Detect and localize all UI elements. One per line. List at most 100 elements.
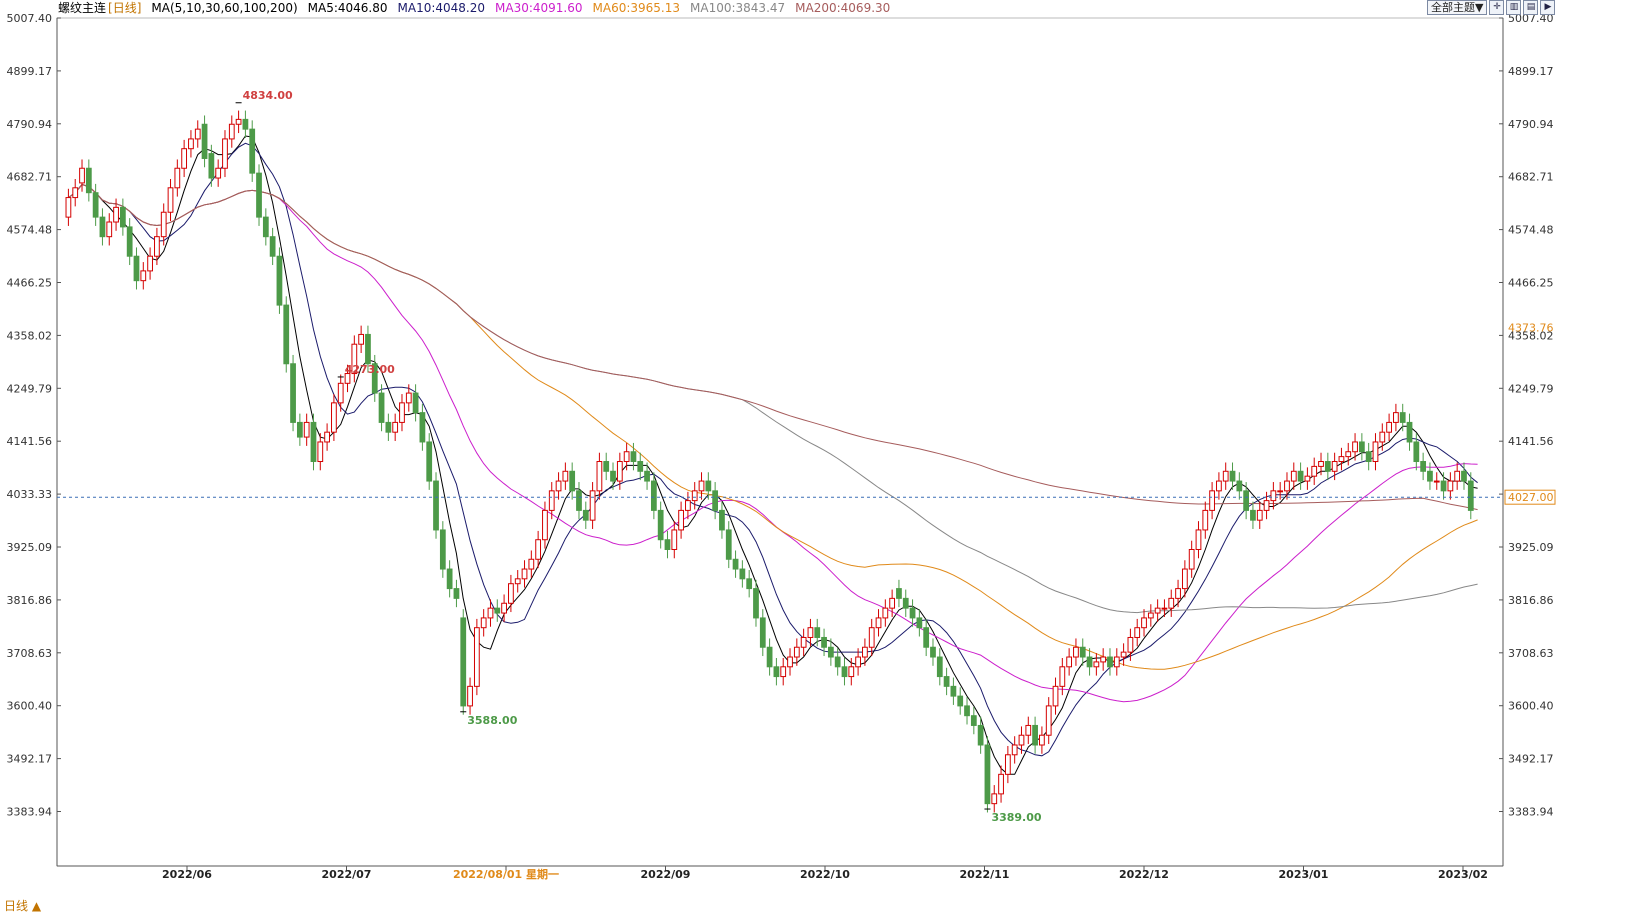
candle-body[interactable] [1304, 475, 1311, 482]
candle-body[interactable] [439, 529, 446, 570]
candle-body[interactable] [1372, 441, 1379, 463]
candle-body[interactable] [1467, 480, 1474, 511]
candle-body[interactable] [759, 617, 766, 648]
candle-body[interactable] [766, 646, 773, 668]
candle-body[interactable] [739, 568, 746, 580]
candle-body[interactable] [1433, 480, 1440, 483]
candle-body[interactable] [1284, 480, 1290, 492]
candle-body[interactable] [426, 441, 433, 482]
candle-body[interactable] [412, 392, 419, 414]
candle-body[interactable] [576, 490, 582, 511]
candle-body[interactable] [977, 724, 984, 746]
candle-body[interactable] [1018, 734, 1025, 746]
candle-body[interactable] [773, 666, 780, 678]
candle-body[interactable] [535, 539, 542, 560]
candle-body[interactable] [1216, 480, 1222, 492]
scroll-right-icon[interactable]: ▶ [1540, 0, 1556, 15]
candle-body[interactable] [1202, 509, 1209, 531]
candle-body[interactable] [1358, 441, 1365, 453]
candle-body[interactable] [582, 509, 589, 521]
candle-body[interactable] [460, 617, 467, 707]
candle-body[interactable] [542, 509, 548, 541]
candle-body[interactable] [821, 636, 827, 648]
candle-body[interactable] [1454, 470, 1461, 482]
candle-body[interactable] [1175, 588, 1181, 599]
candle-body[interactable] [133, 255, 140, 282]
candle-body[interactable] [399, 402, 405, 423]
candle-body[interactable] [249, 128, 256, 174]
candle-body[interactable] [290, 363, 296, 423]
candle-body[interactable] [501, 602, 507, 614]
candle-body[interactable] [678, 509, 684, 531]
candle-body[interactable] [1073, 646, 1079, 658]
candle-body[interactable] [1222, 470, 1229, 482]
candle-body[interactable] [119, 206, 126, 228]
candle-body[interactable] [950, 685, 957, 697]
candle-body[interactable] [1181, 568, 1188, 590]
candle-body[interactable] [882, 607, 889, 619]
candle-body[interactable] [140, 270, 147, 282]
candle-body[interactable] [875, 617, 882, 629]
candle-body[interactable] [712, 490, 719, 511]
candle-body[interactable] [909, 607, 916, 619]
candle-body[interactable] [787, 656, 793, 668]
candle-body[interactable] [174, 167, 181, 189]
candle-body[interactable] [514, 578, 521, 585]
candle-body[interactable] [610, 470, 616, 482]
candle-body[interactable] [1393, 412, 1399, 423]
candle-body[interactable] [725, 529, 732, 560]
candle-body[interactable] [1209, 490, 1215, 511]
candle-body[interactable] [296, 421, 303, 438]
candle-body[interactable] [868, 627, 875, 648]
candle-body[interactable] [1107, 656, 1113, 668]
candle-body[interactable] [106, 221, 113, 238]
candle-body[interactable] [1195, 529, 1202, 550]
candle-body[interactable] [1039, 734, 1045, 746]
candle-body[interactable] [753, 588, 759, 619]
candle-body[interactable] [1406, 421, 1413, 443]
candle-body[interactable] [85, 167, 92, 194]
candle-body[interactable] [637, 461, 644, 472]
candle-body[interactable] [1032, 724, 1038, 746]
candle-body[interactable] [1461, 470, 1467, 482]
candle-body[interactable] [930, 646, 936, 658]
candle-body[interactable] [1270, 490, 1277, 502]
candle-body[interactable] [1100, 656, 1107, 663]
candle-body[interactable] [923, 627, 930, 648]
theme-select-button[interactable]: 全部主题▼ [1427, 0, 1488, 15]
candle-body[interactable] [1345, 451, 1352, 458]
candle-body[interactable] [862, 646, 868, 658]
candle-body[interactable] [1147, 612, 1154, 619]
candle-body[interactable] [113, 206, 119, 223]
candle-body[interactable] [943, 676, 950, 687]
candle-body[interactable] [1025, 724, 1032, 736]
candle-body[interactable] [324, 431, 330, 443]
candle-body[interactable] [630, 451, 637, 463]
candle-body[interactable] [691, 490, 698, 502]
candle-body[interactable] [671, 529, 678, 550]
candle-body[interactable] [644, 470, 650, 482]
candle-body[interactable] [848, 666, 855, 678]
candle-body[interactable] [1168, 597, 1175, 609]
candle-body[interactable] [79, 167, 85, 184]
candle-body[interactable] [936, 656, 943, 678]
candle-body[interactable] [181, 148, 188, 169]
ma-params-label[interactable]: MA(5,10,30,60,100,200) [151, 1, 298, 15]
candle-body[interactable] [1427, 470, 1433, 482]
candle-body[interactable] [1113, 656, 1120, 668]
crosshair-icon[interactable]: ✛ [1489, 0, 1505, 15]
candle-body[interactable] [814, 627, 821, 638]
candle-body[interactable] [508, 583, 514, 604]
candle-body[interactable] [916, 617, 923, 629]
candle-body[interactable] [1154, 607, 1161, 614]
zoom-out-icon[interactable]: ▤ [1523, 0, 1539, 15]
candle-body[interactable] [1277, 490, 1284, 493]
candle-body[interactable] [208, 153, 215, 179]
candle-body[interactable] [1413, 441, 1420, 463]
candle-body[interactable] [283, 304, 290, 365]
candle-body[interactable] [392, 421, 399, 433]
candle-body[interactable] [242, 118, 249, 130]
candle-body[interactable] [1066, 656, 1073, 668]
candle-body[interactable] [569, 470, 576, 492]
